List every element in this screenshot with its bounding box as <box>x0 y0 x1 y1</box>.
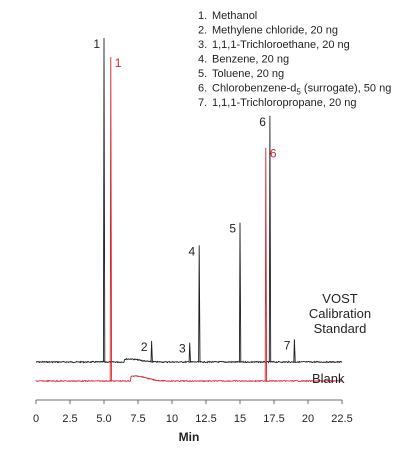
legend-item: 1,1,1-Trichloropropane, 20 ng <box>212 97 357 109</box>
legend-item: Chlorobenzene-d5 (surrogate), 50 ng <box>212 83 391 97</box>
sample-peak-label-7: 7 <box>284 338 291 352</box>
x-tick-label: 15 <box>234 413 246 425</box>
annotation-line: VOST <box>322 291 357 306</box>
blank-series-label: Blank <box>312 371 345 386</box>
sample-peak-label-4: 4 <box>189 244 196 258</box>
legend-item: Methanol <box>212 10 257 22</box>
x-tick-label: 7.5 <box>130 413 145 425</box>
blank-trace <box>35 56 343 383</box>
legend-number: 2. <box>198 25 207 37</box>
annotation-line: Calibration <box>309 306 371 321</box>
x-tick-label: 5.0 <box>96 413 111 425</box>
legend: 1. Methanol 2. Methylene chloride, 20 ng 3. 1… <box>198 10 391 109</box>
x-tick-label: 20 <box>302 413 314 425</box>
legend-item: Methylene chloride, 20 ng <box>212 25 338 37</box>
x-tick-label: 12.5 <box>195 413 216 425</box>
sample-peak-label-5: 5 <box>229 222 236 236</box>
legend-number: 1. <box>198 10 207 22</box>
x-tick-label: 17.5 <box>263 413 284 425</box>
legend-number: 5. <box>198 68 207 80</box>
x-tick-label: 2.5 <box>62 413 77 425</box>
peak-labels: 1 2 3 4 5 6 7 1 6 <box>93 37 290 356</box>
sample-peak-label-2: 2 <box>141 340 148 354</box>
x-ticks: 0 2.5 5.0 7.5 10 12.5 15 17.5 20 22.5 <box>33 400 353 425</box>
legend-item: Toluene, 20 ng <box>212 68 284 80</box>
annotation-line: Standard <box>314 321 367 336</box>
sample-peak-label-1: 1 <box>93 37 100 51</box>
x-tick-label: 10 <box>166 413 178 425</box>
blank-peak-label-6: 6 <box>270 147 277 161</box>
legend-number: 3. <box>198 39 207 51</box>
sample-trace <box>35 37 343 364</box>
legend-number: 7. <box>198 97 207 109</box>
blank-peak-label-1: 1 <box>115 56 122 70</box>
legend-item: Benzene, 20 ng <box>212 54 289 66</box>
legend-item: 1,1,1-Trichloroethane, 20 ng <box>212 39 350 51</box>
legend-number: 4. <box>198 54 207 66</box>
x-tick-label: 22.5 <box>331 413 352 425</box>
sample-peak-label-3: 3 <box>179 342 186 356</box>
sample-peak-label-6: 6 <box>259 115 266 129</box>
traces-group: Blank <box>35 37 345 386</box>
x-tick-label: 0 <box>33 413 39 425</box>
x-axis-label: Min <box>179 430 200 444</box>
legend-number: 6. <box>198 83 207 95</box>
